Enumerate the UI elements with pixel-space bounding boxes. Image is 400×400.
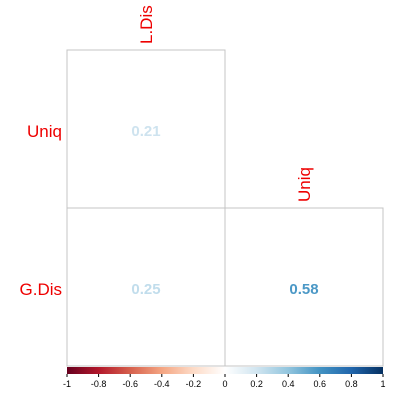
colorbar-tick-label: -0.6 [122, 379, 138, 389]
cell-value-gdis-ldis: 0.25 [131, 281, 160, 298]
cell-uniq-ldis [66, 49, 226, 209]
cell-value-uniq-ldis: 0.21 [131, 123, 160, 140]
cell-gdis-ldis [66, 207, 226, 367]
colorbar-ticks: -1 -0.8 -0.6 -0.4 -0.2 0 0.2 0.4 0.6 0.8 1 [63, 374, 386, 389]
colorbar-tick-label: 0.6 [314, 379, 327, 389]
colorbar-tick-label: -0.4 [154, 379, 170, 389]
colorbar [67, 367, 383, 374]
heatmap-cells [66, 49, 384, 367]
row-label-gdis: G.Dis [20, 280, 63, 299]
cell-gdis-uniq [224, 207, 384, 367]
column-label-ldis: L.Dis [137, 5, 156, 44]
colorbar-tick-label: -0.8 [91, 379, 107, 389]
colorbar-tick-label: 0.8 [345, 379, 358, 389]
colorbar-tick-label: 0 [222, 379, 227, 389]
colorbar-tick-label: -0.2 [186, 379, 202, 389]
colorbar-tick-label: 0.2 [250, 379, 263, 389]
colorbar-tick-label: -1 [63, 379, 71, 389]
colorbar-tick-label: 1 [380, 379, 385, 389]
colorbar-tick-label: 0.4 [282, 379, 295, 389]
row-label-uniq: Uniq [27, 122, 62, 141]
column-label-uniq: Uniq [295, 167, 314, 202]
cell-value-gdis-uniq: 0.58 [289, 281, 318, 298]
